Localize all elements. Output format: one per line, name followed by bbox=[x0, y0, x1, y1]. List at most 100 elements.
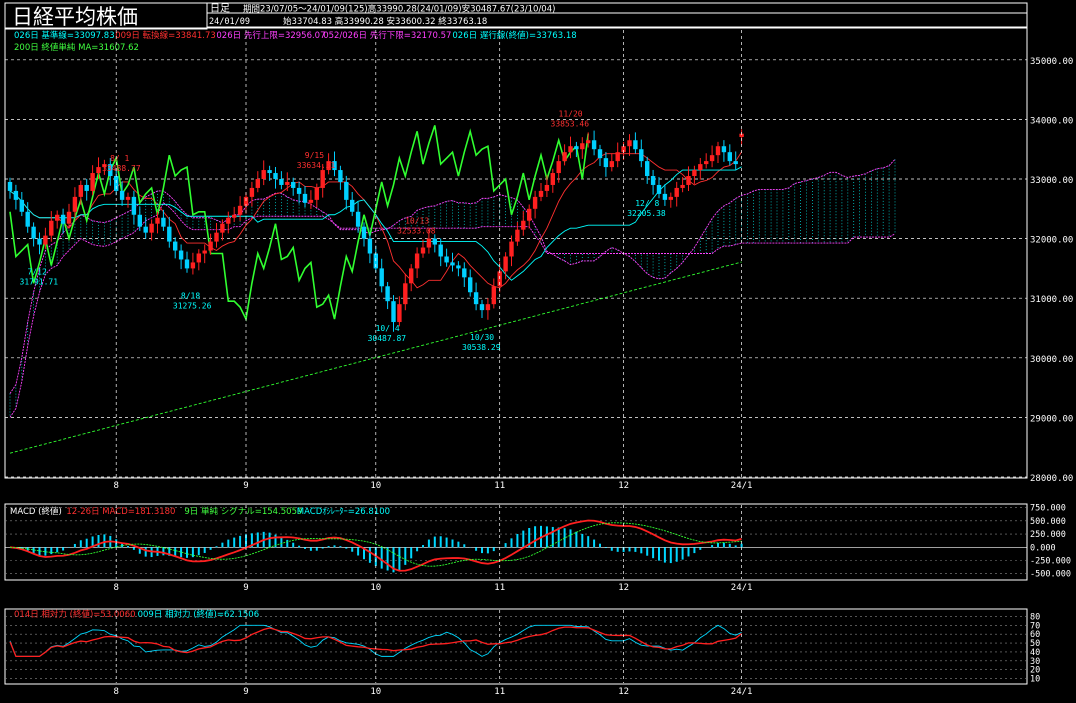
candle-body bbox=[178, 250, 184, 260]
candle-body bbox=[409, 268, 414, 284]
candle-body bbox=[261, 170, 266, 179]
candle-body bbox=[556, 161, 561, 174]
legend-entry: 026日 遅行線(終値)=33763.18 bbox=[452, 30, 576, 41]
candle-body bbox=[568, 146, 573, 153]
candle-body bbox=[60, 214, 66, 224]
candle-body bbox=[633, 140, 638, 150]
candle-body bbox=[78, 184, 83, 197]
macd-axis-label: -250.000 bbox=[1030, 557, 1071, 567]
candle-body bbox=[143, 226, 148, 233]
rsi-axis-label: 60 bbox=[1030, 630, 1040, 640]
candle-body bbox=[438, 244, 443, 257]
candle-body bbox=[379, 268, 384, 287]
page-title: 日経平均株価 bbox=[12, 5, 138, 29]
candle-body bbox=[473, 292, 479, 305]
macd-axis-label: -500.000 bbox=[1030, 570, 1071, 580]
candle-body bbox=[444, 256, 449, 263]
rsi-grid bbox=[5, 616, 1027, 679]
candle-body bbox=[597, 149, 603, 159]
candle-body bbox=[527, 208, 532, 221]
candle-body bbox=[426, 238, 432, 248]
candle-body bbox=[698, 164, 703, 171]
macd-panel bbox=[4, 503, 1028, 581]
legend-entry: 009日 転換線=33841.73 bbox=[115, 30, 216, 41]
price-legend-line1: 026日 基準線=33097.83 009日 転換線=33841.73 026日 先… bbox=[14, 30, 577, 41]
candle-body bbox=[43, 235, 48, 245]
candle-body bbox=[25, 211, 30, 227]
candle-body bbox=[355, 211, 361, 227]
candle-body bbox=[538, 190, 544, 197]
candle-body bbox=[13, 190, 19, 200]
candle-body bbox=[296, 187, 302, 194]
candle-body bbox=[196, 253, 201, 263]
candle-body bbox=[650, 176, 656, 185]
candle-body bbox=[350, 199, 355, 212]
candle-body bbox=[37, 238, 42, 245]
candle-body bbox=[291, 181, 296, 188]
x-tick-label: 12 bbox=[618, 481, 629, 491]
rsi-axis-label: 40 bbox=[1030, 648, 1040, 658]
y-tick-label: 28000.00 bbox=[1030, 474, 1073, 484]
candle-body bbox=[544, 184, 550, 191]
rsi-axis-label: 50 bbox=[1030, 639, 1040, 649]
legend-entry: 052/026日 先行下限=32170.57 bbox=[323, 30, 451, 41]
annotation-date: 11/20 bbox=[559, 109, 583, 118]
x-tick-label: 24/1 bbox=[731, 583, 753, 593]
legend-entry: 026日 基準線=33097.83 bbox=[14, 30, 115, 41]
rsi-axis-label: 70 bbox=[1030, 621, 1040, 631]
candle-body bbox=[55, 214, 60, 221]
candle-body bbox=[243, 196, 249, 206]
annotation-value: 30538.29 bbox=[462, 343, 501, 352]
candle-body bbox=[627, 140, 632, 147]
annotation-value: 33634.31 bbox=[297, 161, 336, 170]
x-tick-label: 11 bbox=[494, 481, 505, 491]
candlesticks bbox=[7, 129, 744, 332]
candle-body bbox=[491, 286, 496, 305]
annotation-value: 31791.71 bbox=[20, 277, 59, 286]
rsi-axis-label: 80 bbox=[1030, 612, 1040, 622]
candle-body bbox=[7, 181, 13, 191]
candle-body bbox=[237, 205, 243, 215]
candle-body bbox=[580, 143, 585, 150]
candle-body bbox=[420, 247, 426, 254]
macd-axis-label: 0.000 bbox=[1030, 543, 1056, 553]
annotation-date: 8/ 1 bbox=[110, 154, 129, 163]
candle-body bbox=[468, 277, 473, 293]
candle-body bbox=[90, 173, 95, 191]
macd-legend: MACD (終値) 12-26日 MACD=181.3180 9日 単純 シグナル=… bbox=[10, 506, 390, 517]
candle-body bbox=[639, 149, 644, 162]
candle-body bbox=[285, 181, 290, 185]
macd-grid bbox=[5, 507, 1027, 575]
macd-axis: 750.000 500.000 250.000 0.000 -250.000 -500.0… bbox=[1030, 504, 1071, 580]
x-tick-label: 9 bbox=[243, 583, 248, 593]
candle-body bbox=[715, 146, 721, 156]
legend-entry: 014日 相対力 (終値)=53.0060 bbox=[14, 609, 136, 620]
candle-body bbox=[302, 193, 308, 203]
candle-body bbox=[521, 220, 526, 230]
ohlc-info: 始33704.83 高33990.28 安33600.32 終33763.18 bbox=[283, 16, 487, 27]
candle-body bbox=[450, 262, 455, 266]
candle-body bbox=[591, 140, 597, 150]
candle-body bbox=[273, 173, 278, 179]
legend-entry: 9日 単純 シグナル=154.5059 bbox=[184, 506, 302, 517]
annotation-date: 10/ 4 bbox=[376, 324, 400, 333]
y-tick-label: 30000.00 bbox=[1030, 355, 1073, 365]
annotation-value: 33853.46 bbox=[551, 119, 590, 128]
candle-body bbox=[456, 265, 461, 269]
x-tick-label: 10 bbox=[370, 583, 381, 593]
candle-body bbox=[727, 152, 732, 162]
macd-axis-label: 750.000 bbox=[1030, 504, 1066, 514]
candle-body bbox=[391, 301, 396, 323]
candle-body bbox=[49, 220, 54, 236]
candle-body bbox=[308, 199, 314, 203]
candle-body bbox=[503, 256, 508, 272]
candle-body bbox=[167, 226, 172, 242]
candle-body bbox=[479, 304, 485, 311]
legend-entry: 200日 終値単純 MA=31607.62 bbox=[14, 42, 139, 53]
candle-body bbox=[190, 262, 196, 269]
candle-body bbox=[414, 253, 420, 269]
candle-body bbox=[485, 304, 491, 311]
legend-entry: 009日 相対力 (終値)=62.1506 bbox=[138, 609, 260, 620]
annotation-value: 32533.08 bbox=[397, 227, 436, 236]
candle-body bbox=[208, 241, 213, 251]
